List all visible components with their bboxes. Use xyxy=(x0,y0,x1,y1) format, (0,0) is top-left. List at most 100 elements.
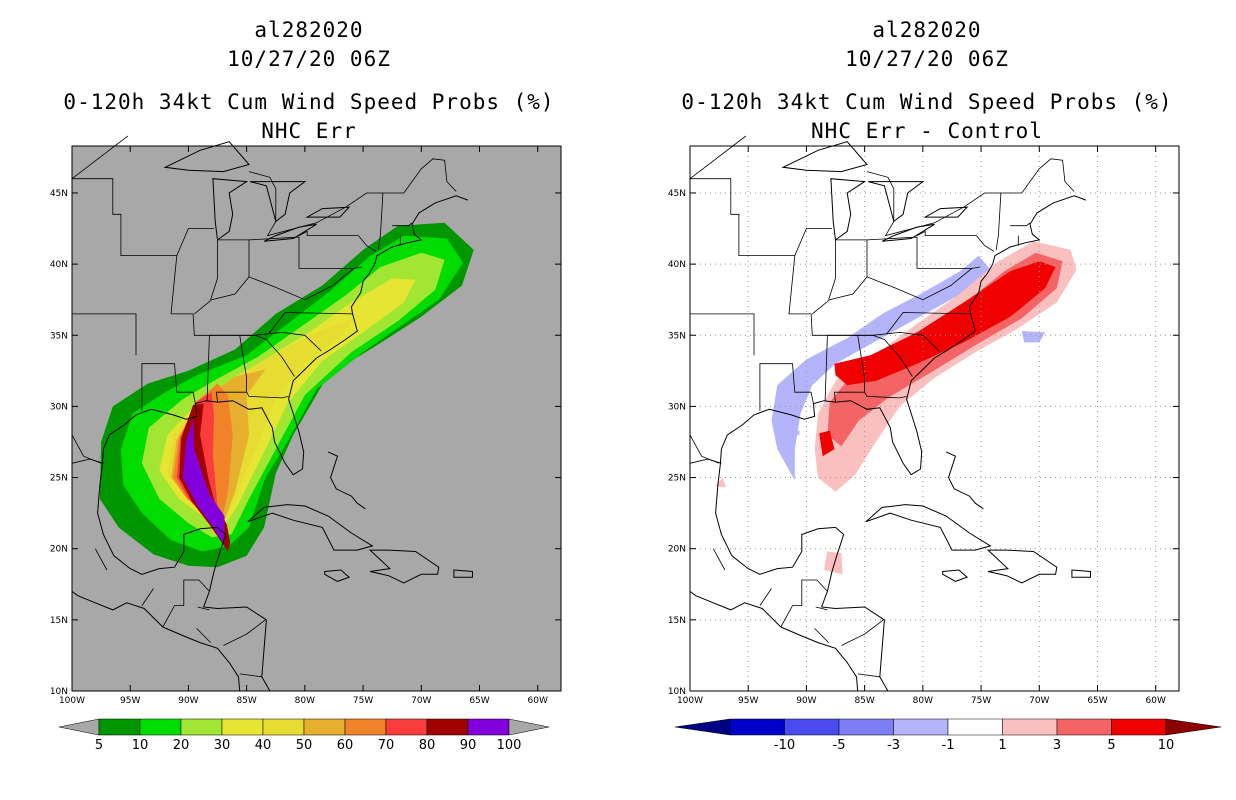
colorbar-label: 90 xyxy=(460,738,477,753)
right-map-frame xyxy=(689,145,1180,692)
state-border xyxy=(94,548,108,571)
negative-difference-area xyxy=(771,255,993,481)
hispaniola-outline xyxy=(368,549,440,584)
longitude-label: 95W xyxy=(120,696,140,706)
colorbar-swatch xyxy=(893,718,949,736)
state-border xyxy=(72,313,137,356)
latitude-label: 10N xyxy=(668,687,686,697)
great-lake-outline xyxy=(923,206,969,218)
colorbar-label: -3 xyxy=(887,738,900,753)
state-border xyxy=(210,239,218,300)
cuba-outline xyxy=(247,504,374,551)
probability-band-100 xyxy=(182,419,225,545)
longitude-label: 95W xyxy=(738,696,758,706)
state-border xyxy=(176,228,214,256)
bahamas-outline xyxy=(945,451,984,510)
state-border xyxy=(866,158,1075,237)
state-border xyxy=(248,158,457,237)
state-border xyxy=(246,392,289,399)
state-border xyxy=(1010,222,1031,227)
colorbar-swatch xyxy=(262,718,305,736)
latitude-label: 30N xyxy=(50,402,68,412)
colorbar-label: -5 xyxy=(833,738,846,753)
colorbar-swatch xyxy=(426,718,469,736)
positive-difference-area-5 xyxy=(834,261,1056,386)
bahamas-outline xyxy=(327,451,366,510)
great-lake-outline xyxy=(867,181,925,223)
right-geography xyxy=(689,135,1091,692)
longitude-label: 75W xyxy=(353,696,373,706)
positive-difference-area-5 xyxy=(819,430,835,457)
colorbar-label: 70 xyxy=(378,738,395,753)
colorbar-label: 5 xyxy=(1107,738,1115,753)
negative-difference-area xyxy=(1021,331,1046,343)
state-border xyxy=(835,236,980,269)
state-border xyxy=(995,192,1002,250)
pacific-coastline xyxy=(689,590,782,628)
state-border xyxy=(864,392,907,399)
longitude-label: 100W xyxy=(677,696,703,706)
left-map-panel: al282020 10/27/20 06Z 0-120h 34kt Cum Wi… xyxy=(50,18,562,753)
longitude-label: 70W xyxy=(1029,696,1049,706)
great-lake-outline xyxy=(163,141,250,173)
latitude-label: 20N xyxy=(668,545,686,555)
latitude-label: 10N xyxy=(50,687,68,697)
state-border xyxy=(689,458,722,464)
datetime: 10/27/20 06Z xyxy=(227,47,391,71)
probability-bands xyxy=(99,222,474,568)
latitude-label: 45N xyxy=(50,189,68,199)
colorbar-label: -1 xyxy=(942,738,955,753)
state-border xyxy=(857,334,913,377)
datetime: 10/27/20 06Z xyxy=(845,47,1009,71)
pacific-coastline xyxy=(71,590,164,628)
colorbar-label: 40 xyxy=(255,738,272,753)
colorbar-swatch xyxy=(139,718,182,736)
map-subtitle: NHC Err - Control xyxy=(811,119,1043,143)
state-border xyxy=(916,230,995,252)
state-border xyxy=(268,331,322,352)
longitude-label: 70W xyxy=(411,696,431,706)
puerto-rico-outline xyxy=(453,569,473,578)
latitude-label: 15N xyxy=(668,616,686,626)
state-border xyxy=(71,135,129,180)
cuba-outline xyxy=(865,504,992,551)
colorbar-label: 5 xyxy=(95,738,103,753)
colorbar-swatch xyxy=(947,718,1003,736)
state-border xyxy=(194,276,250,315)
colorbar-low-arrow xyxy=(674,718,731,736)
state-border xyxy=(197,606,210,611)
great-lake-outline xyxy=(305,206,351,218)
great-lake-outline xyxy=(212,178,249,241)
difference-bands xyxy=(715,241,1077,575)
latitude-label: 45N xyxy=(668,189,686,199)
colorbar-high-arrow xyxy=(1165,718,1222,736)
longitude-label: 65W xyxy=(1087,696,1107,706)
colorbar-label: 20 xyxy=(173,738,190,753)
state-border xyxy=(239,673,262,678)
left-map-frame xyxy=(71,145,562,692)
state-border xyxy=(217,236,362,269)
positive-difference-area-1 xyxy=(823,551,843,575)
puerto-rico-outline xyxy=(1071,569,1091,578)
latitude-label: 20N xyxy=(50,545,68,555)
state-border xyxy=(223,619,266,646)
colorbar-swatch xyxy=(98,718,141,736)
longitude-label: 65W xyxy=(469,696,489,706)
great-lake-outline xyxy=(830,178,867,241)
state-border xyxy=(857,673,880,678)
state-border xyxy=(141,588,154,606)
latitude-label: 35N xyxy=(668,331,686,341)
state-border xyxy=(392,222,413,227)
colorbar-swatch xyxy=(838,718,894,736)
hispaniola-outline xyxy=(986,549,1058,584)
state-border xyxy=(71,458,104,464)
longitude-label: 90W xyxy=(796,696,816,706)
colorbar-swatch xyxy=(385,718,428,736)
longitude-label: 100W xyxy=(59,696,85,706)
colorbar-label: 1 xyxy=(998,738,1006,753)
colorbar-label: 10 xyxy=(1158,738,1175,753)
longitude-label: 80W xyxy=(913,696,933,706)
